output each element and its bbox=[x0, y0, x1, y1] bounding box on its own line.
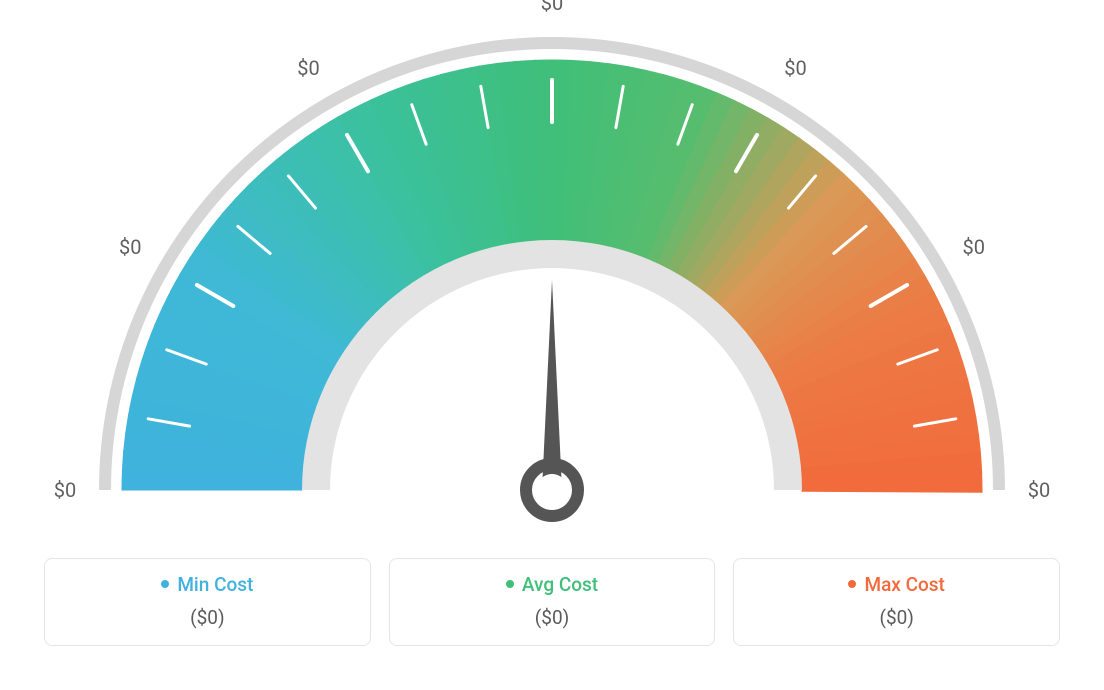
gauge-chart: $0$0$0$0$0$0$0 bbox=[22, 10, 1082, 540]
legend-box-min: Min Cost ($0) bbox=[44, 558, 371, 646]
gauge-tick-label: $0 bbox=[784, 56, 806, 80]
gauge-svg bbox=[22, 10, 1082, 540]
legend-value-min: ($0) bbox=[55, 606, 360, 629]
legend-dot-avg bbox=[506, 580, 514, 588]
gauge-tick-label: $0 bbox=[1028, 478, 1050, 502]
legend-box-max: Max Cost ($0) bbox=[733, 558, 1060, 646]
legend-title-min: Min Cost bbox=[55, 573, 360, 596]
legend-dot-min bbox=[161, 580, 169, 588]
legend-box-avg: Avg Cost ($0) bbox=[389, 558, 716, 646]
legend-value-max: ($0) bbox=[744, 606, 1049, 629]
legend-value-avg: ($0) bbox=[400, 606, 705, 629]
gauge-tick-label: $0 bbox=[541, 0, 563, 15]
legend-label-max: Max Cost bbox=[864, 573, 944, 596]
gauge-tick-label: $0 bbox=[54, 478, 76, 502]
gauge-tick-label: $0 bbox=[297, 56, 319, 80]
legend-title-max: Max Cost bbox=[744, 573, 1049, 596]
gauge-tick-label: $0 bbox=[119, 235, 141, 259]
legend-title-avg: Avg Cost bbox=[400, 573, 705, 596]
legend-label-min: Min Cost bbox=[177, 573, 253, 596]
legend-dot-max bbox=[848, 580, 856, 588]
gauge-tick-label: $0 bbox=[963, 235, 985, 259]
legend-label-avg: Avg Cost bbox=[522, 573, 598, 596]
gauge-chart-container: $0 $0 $0 $0 $0 $0 $0 Min Cost ($0) Avg Cost ($… bbox=[0, 0, 1104, 690]
legend-row: Min Cost ($0) Avg Cost ($0) Max Cost ($0… bbox=[22, 558, 1082, 646]
